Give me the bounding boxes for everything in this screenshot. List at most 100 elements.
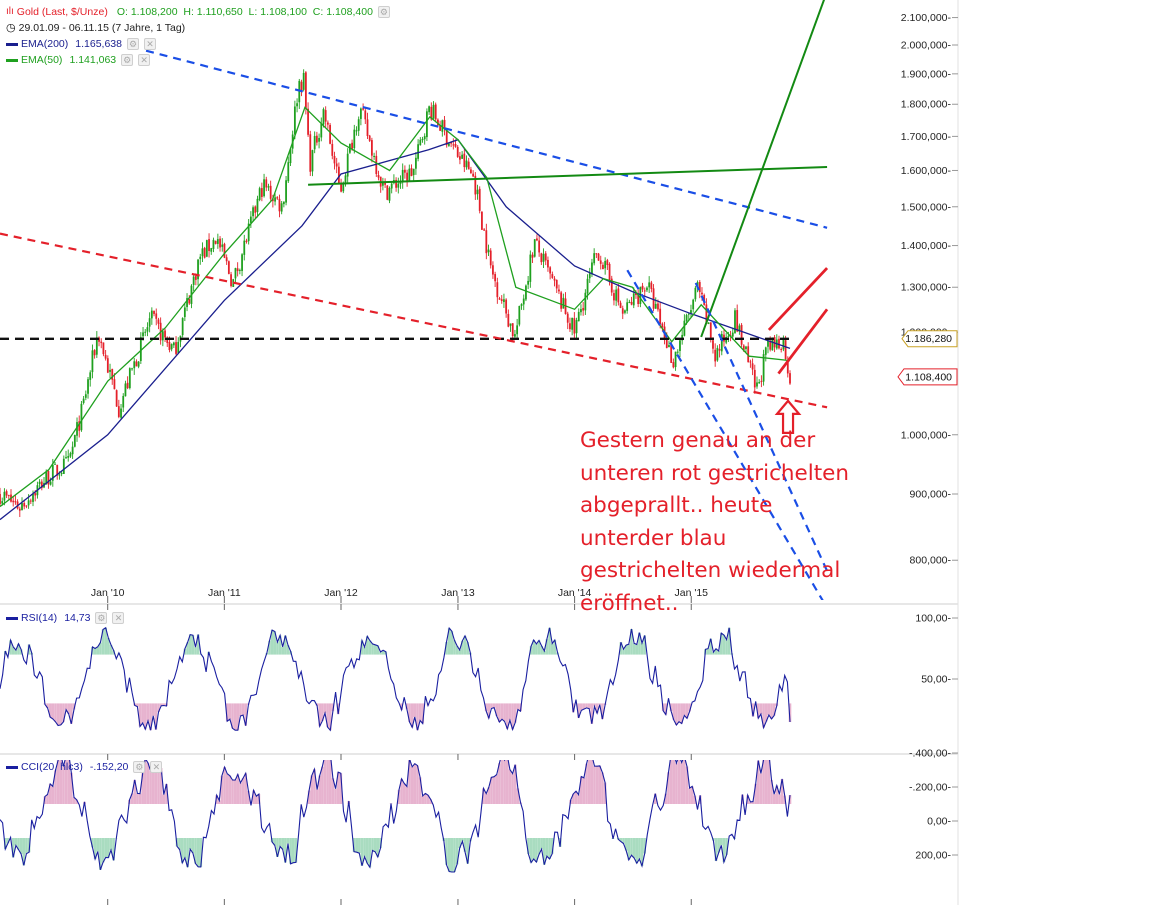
candle-body xyxy=(256,198,259,213)
close-icon[interactable]: ✕ xyxy=(143,38,156,50)
close-icon[interactable]: ✕ xyxy=(112,612,125,624)
candle-body xyxy=(738,325,741,332)
candle-body xyxy=(25,505,28,507)
candle-body xyxy=(417,144,420,159)
candle-body xyxy=(390,183,393,189)
candle-body xyxy=(214,240,217,244)
candle-body xyxy=(309,134,312,172)
candle-body xyxy=(340,184,342,192)
candle-body xyxy=(505,299,508,314)
candle-body xyxy=(639,286,642,305)
candle-body xyxy=(362,108,364,110)
annotation-line: gestrichelten wiedermal xyxy=(580,558,841,583)
candle-body xyxy=(47,471,50,485)
candle-body xyxy=(687,313,690,315)
candle-body xyxy=(476,189,479,195)
candle-body xyxy=(234,268,237,279)
candle-body xyxy=(439,125,442,131)
candle-body xyxy=(445,129,448,146)
candle-body xyxy=(3,491,6,501)
osc-tick-label: -.200,00- xyxy=(909,782,952,794)
candle-body xyxy=(199,256,202,259)
settings-icon[interactable]: ⚙ xyxy=(95,612,108,624)
candle-body xyxy=(538,240,541,253)
candle-body xyxy=(225,257,228,262)
bounce-arrow xyxy=(774,399,802,434)
candle-body xyxy=(401,169,404,183)
ema200-label: EMA(200) xyxy=(21,38,69,50)
candle-body xyxy=(569,323,571,330)
cci-line xyxy=(0,760,791,873)
candle-body xyxy=(613,293,615,301)
candle-body xyxy=(197,259,199,280)
candle-body xyxy=(753,369,756,388)
settings-icon[interactable]: ⚙ xyxy=(121,54,134,66)
candle-body xyxy=(164,330,166,338)
candle-body xyxy=(331,143,334,156)
candle-body xyxy=(395,179,398,188)
ema50-legend: EMA(50) 1.141,063 ⚙ ✕ xyxy=(6,53,151,67)
candle-body xyxy=(593,253,596,264)
osc-tick-label: 200,00- xyxy=(915,850,951,862)
candle-body xyxy=(324,110,327,122)
candle-body xyxy=(690,310,692,314)
settings-icon[interactable]: ⚙ xyxy=(377,6,390,18)
candle-body xyxy=(146,327,149,332)
ohlc-values: O: 1.108,200 H: 1.110,650 L: 1.108,100 C… xyxy=(116,6,373,18)
candle-body xyxy=(478,188,481,211)
settings-icon[interactable]: ⚙ xyxy=(133,761,146,773)
candle-body xyxy=(421,138,424,141)
candle-body xyxy=(267,186,270,188)
annotation-line: unterder blau xyxy=(580,525,727,551)
candle-body xyxy=(485,230,488,254)
trendline-lower-red-dashed xyxy=(0,232,828,409)
candle-body xyxy=(183,307,186,318)
candle-body xyxy=(679,340,681,351)
candle-body xyxy=(760,380,763,382)
candle-body xyxy=(745,346,747,350)
candle-body xyxy=(450,142,453,144)
candle-body xyxy=(111,368,114,380)
close-icon[interactable]: ✕ xyxy=(150,761,163,773)
candle-body xyxy=(208,239,210,252)
trendline-red-channel-upper xyxy=(767,267,829,331)
candle-body xyxy=(304,72,307,109)
candle-body xyxy=(701,292,703,295)
candle-body xyxy=(326,122,329,125)
candle-body xyxy=(60,473,63,475)
candle-body xyxy=(597,253,600,261)
candle-body xyxy=(287,162,290,182)
candle-body xyxy=(461,154,464,159)
candle-body xyxy=(49,481,52,485)
candle-body xyxy=(375,155,378,174)
candle-body xyxy=(62,458,65,474)
candle-body xyxy=(637,295,640,305)
candle-body xyxy=(547,259,549,268)
price-tick-label: 2.100,000- xyxy=(901,12,952,24)
candle-body xyxy=(357,119,360,131)
candle-body xyxy=(553,278,556,281)
price-tick-label: 900,000- xyxy=(910,489,952,501)
candle-body xyxy=(536,238,538,241)
candle-body xyxy=(219,238,221,248)
candle-body xyxy=(712,340,714,349)
candle-body xyxy=(756,382,758,387)
candle-body xyxy=(289,148,292,164)
candle-body xyxy=(606,260,609,266)
settings-icon[interactable]: ⚙ xyxy=(126,38,139,50)
annotation-line: Gestern genau an der xyxy=(580,428,816,453)
ema200-value: 1.165,638 xyxy=(75,38,122,50)
candle-body xyxy=(329,124,331,144)
candle-body xyxy=(428,106,431,113)
candle-body xyxy=(315,135,318,143)
candle-body xyxy=(245,240,248,242)
close-icon[interactable]: ✕ xyxy=(138,54,151,66)
candle-body xyxy=(23,503,26,507)
candle-body xyxy=(243,240,246,255)
candle-body xyxy=(133,361,136,369)
cci-y-axis: 200,00- 0,00- -.200,00- -.400,00- xyxy=(909,748,958,862)
candle-body xyxy=(643,290,646,292)
candle-body xyxy=(335,163,338,167)
candle-body xyxy=(258,188,261,200)
candle-body xyxy=(95,337,98,355)
